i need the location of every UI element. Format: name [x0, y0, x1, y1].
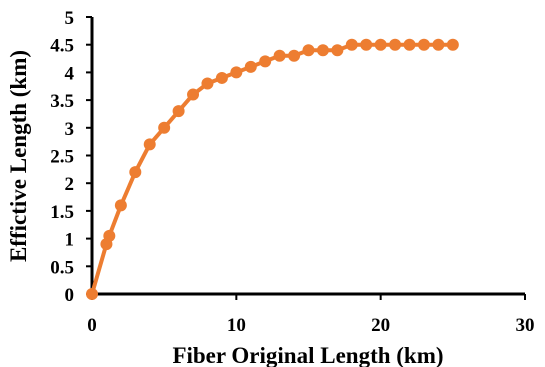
y-axis-title: Effictive Length (km)	[6, 50, 31, 262]
data-point	[143, 138, 156, 151]
y-tick-label: 2.5	[50, 147, 74, 168]
data-point	[446, 38, 459, 51]
y-tick-label: 0.5	[50, 257, 74, 278]
data-point	[360, 38, 373, 51]
y-tick-label: 5	[65, 8, 75, 29]
data-point	[288, 49, 301, 62]
x-tick-label: 10	[227, 315, 246, 336]
data-point	[432, 38, 445, 51]
data-point	[417, 38, 430, 51]
data-point	[114, 199, 127, 212]
data-point	[103, 229, 116, 242]
x-tick-label: 30	[516, 315, 535, 336]
data-point	[316, 44, 329, 57]
y-tick-label: 1	[65, 230, 75, 251]
y-tick-label: 4	[65, 63, 75, 84]
data-point	[273, 49, 286, 62]
data-point	[129, 166, 142, 179]
data-point	[215, 71, 228, 84]
y-tick-label: 3	[65, 119, 75, 140]
data-point	[302, 44, 315, 57]
data-point	[389, 38, 402, 51]
data-point	[331, 44, 344, 57]
y-axis-ticks: 0 0.5 1 1.5 2 2.5 3 3.5 4 4.5 5	[50, 8, 92, 306]
plot-frame	[90, 17, 525, 296]
y-tick-label: 4.5	[50, 36, 74, 57]
data-point	[345, 38, 358, 51]
series-layer	[86, 38, 459, 300]
y-tick-label: 0	[65, 285, 75, 306]
data-point	[403, 38, 416, 51]
y-tick-label: 2	[65, 174, 75, 195]
x-axis-ticks: 0 10 20 30	[87, 294, 535, 336]
x-axis-title: Fiber Original Length (km)	[172, 343, 443, 367]
data-point	[259, 55, 272, 68]
x-tick-label: 0	[87, 315, 97, 336]
data-point	[201, 77, 214, 90]
data-point	[244, 60, 257, 73]
data-point	[86, 288, 98, 300]
y-tick-label: 1.5	[50, 202, 74, 223]
data-point	[230, 66, 243, 79]
data-point	[374, 38, 387, 51]
data-point	[187, 88, 200, 101]
data-point	[172, 105, 185, 118]
y-tick-label: 3.5	[50, 91, 74, 112]
data-point	[158, 121, 171, 134]
x-tick-label: 20	[371, 315, 390, 336]
series-line	[90, 42, 453, 295]
